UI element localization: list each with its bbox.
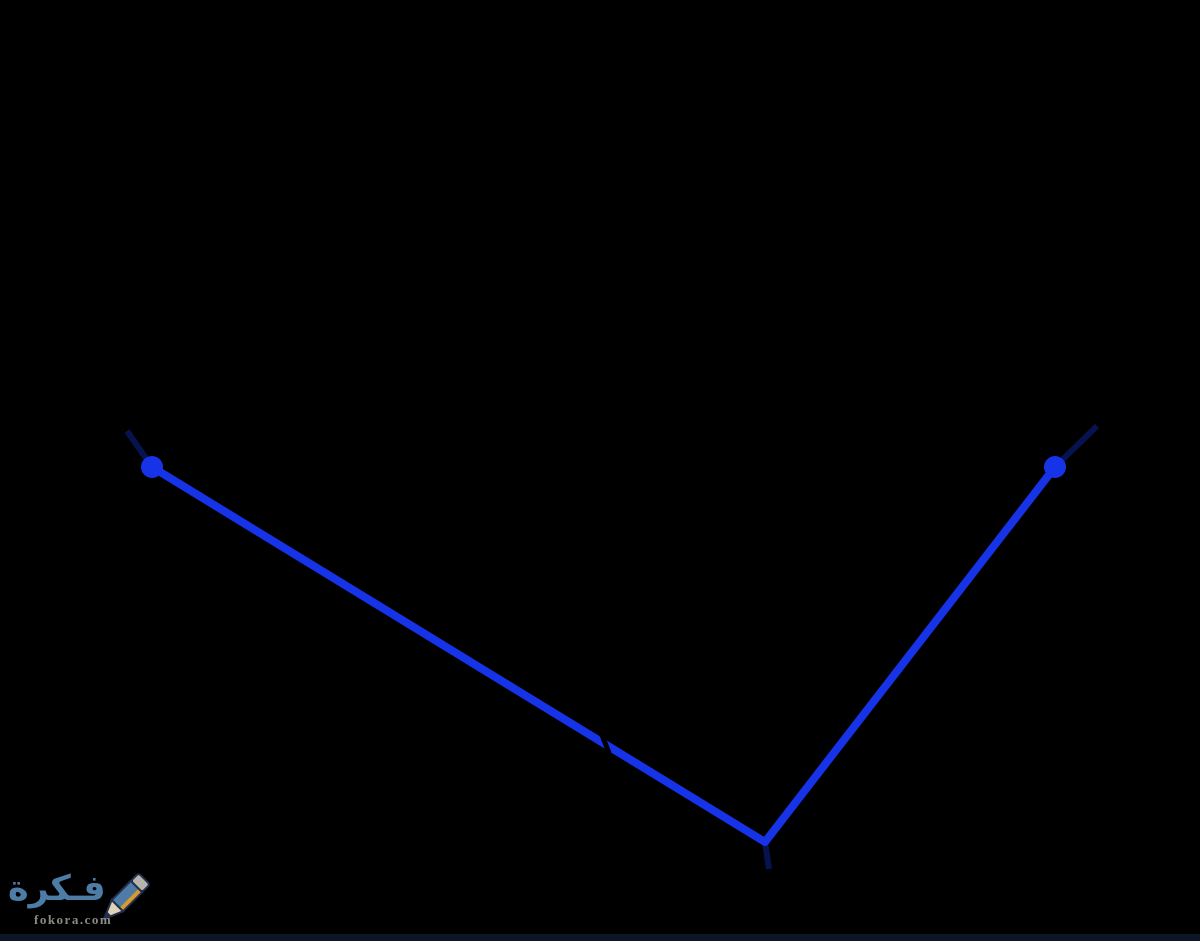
line-stub-vertex xyxy=(762,841,772,870)
watermark: فـكرة fokora.com xyxy=(8,870,178,936)
v-polyline xyxy=(149,463,1059,846)
brand-text: فـكرة xyxy=(8,869,106,909)
endpoint-dot-right xyxy=(1044,456,1066,478)
tick-mark xyxy=(599,734,612,754)
bottom-edge-bar xyxy=(0,934,1200,941)
endpoint-dot-left xyxy=(141,456,163,478)
pencil-icon xyxy=(102,873,150,921)
brand-url: fokora.com xyxy=(34,912,113,927)
